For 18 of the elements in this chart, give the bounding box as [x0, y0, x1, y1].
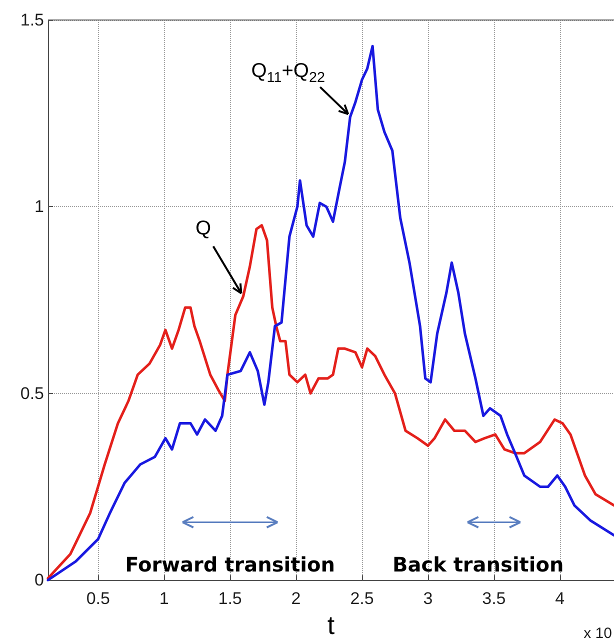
- y-tick-label: 0: [34, 570, 44, 590]
- annotation: Forward transition: [125, 552, 336, 576]
- y-tick-label: 1.5: [20, 10, 44, 30]
- annotation: Q: [195, 217, 212, 240]
- text: x 10: [584, 625, 612, 642]
- y-tick-label: 0.5: [20, 384, 44, 403]
- x-tick-label: 3: [423, 589, 433, 608]
- x-tick-label: 1.5: [218, 589, 242, 608]
- x-tick-label: 2: [291, 589, 301, 608]
- x-tick-label: 1: [159, 589, 169, 608]
- annotation: Q$_{11}$+Q$_{22}$: [251, 60, 326, 86]
- x-tick-label: 2.5: [350, 589, 374, 608]
- x-tick-label: 0.5: [86, 589, 110, 608]
- x-tick-label: 4: [555, 589, 565, 608]
- x-axis-title: t: [327, 610, 336, 640]
- annotation: Back transition: [392, 552, 564, 576]
- x-tick-label: 3.5: [482, 589, 506, 608]
- y-tick-label: 1: [34, 197, 44, 216]
